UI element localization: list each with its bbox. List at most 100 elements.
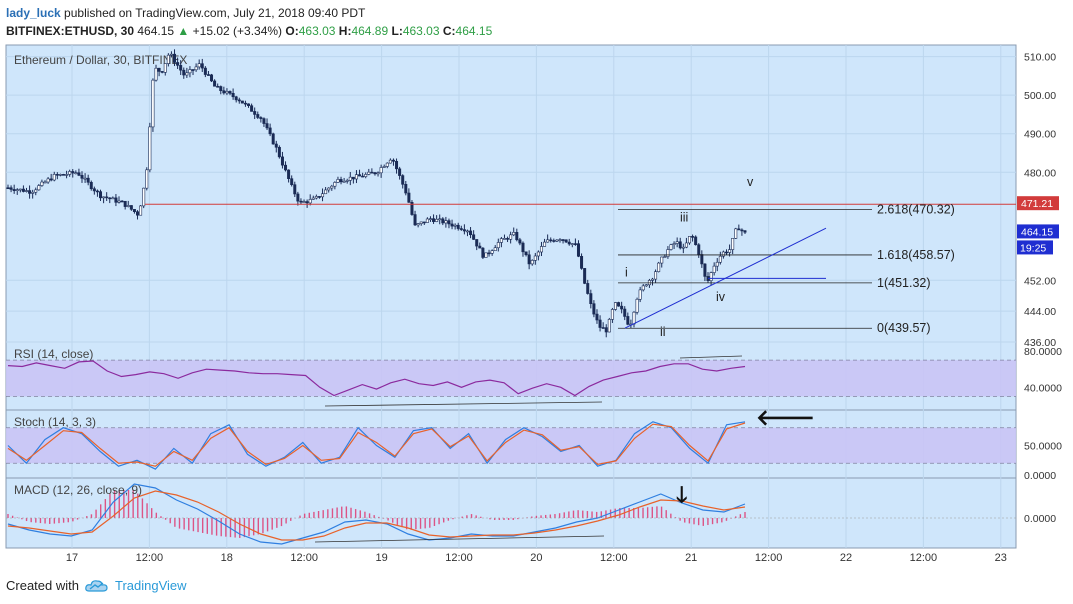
candle-body — [478, 245, 482, 249]
candle-body — [55, 174, 59, 176]
candle-body — [416, 223, 420, 226]
candle-body — [684, 242, 688, 248]
tradingview-brand-link[interactable]: TradingView — [114, 578, 187, 593]
candle-body — [126, 205, 130, 207]
candle-body — [718, 255, 722, 263]
candle-body — [558, 239, 562, 241]
candle-body — [148, 126, 152, 171]
candle-body — [123, 200, 127, 207]
candle-body — [657, 262, 661, 272]
candle-body — [413, 214, 417, 226]
price-pane — [5, 44, 1017, 343]
candle-body — [432, 218, 436, 222]
wave-label-iv: iv — [716, 290, 726, 304]
candle-body — [672, 243, 676, 246]
candle-body — [250, 105, 254, 112]
left-arrow-icon: 🡐 — [756, 405, 815, 430]
chart-area[interactable]: 17 12:00 18 12:00 19 12:00 20 12:00 21 12:00 22 12:… — [0, 40, 1073, 572]
candle-body — [231, 93, 235, 98]
tradingview-cloud-icon — [85, 579, 108, 592]
candle-body — [635, 298, 639, 313]
candle-body — [311, 197, 315, 200]
symbol-label: BITFINEX:ETHUSD, 30 — [6, 24, 135, 38]
candle-body — [737, 228, 741, 231]
candle-body — [336, 179, 340, 183]
fib-level-label: 1.618(458.57) — [877, 248, 955, 262]
candle-body — [268, 127, 272, 135]
candle-body — [370, 171, 374, 174]
candle-body — [321, 193, 325, 198]
candle-body — [567, 241, 571, 245]
candle-body — [459, 228, 463, 230]
candle-body — [46, 178, 50, 183]
candle-body — [598, 319, 602, 328]
candle-body — [21, 188, 25, 192]
candle-body — [731, 238, 735, 250]
candle-body — [564, 239, 568, 243]
candle-body — [95, 190, 99, 193]
candle-body — [197, 63, 201, 68]
candle-body — [493, 247, 497, 252]
candle-body — [552, 240, 556, 242]
candle-body — [80, 175, 84, 179]
candle-body — [401, 175, 405, 185]
author-link[interactable]: lady_luck — [6, 6, 61, 20]
x-tick-label: 12:00 — [755, 552, 783, 564]
candle-body — [404, 183, 408, 194]
candle-body — [391, 159, 395, 162]
y-tick-label: 444.00 — [1024, 306, 1056, 318]
y-tick-label: 452.00 — [1024, 275, 1056, 287]
candle-body — [169, 53, 173, 56]
x-tick-label: 21 — [685, 552, 697, 564]
candle-body — [225, 91, 229, 94]
candle-body — [179, 65, 183, 71]
candle-body — [271, 133, 275, 145]
candle-body — [354, 174, 358, 180]
x-tick-label: 12:00 — [910, 552, 938, 564]
candle-body — [379, 167, 383, 174]
wave-label-ii: ii — [660, 325, 666, 339]
x-tick-label: 12:00 — [136, 552, 164, 564]
candle-body — [521, 242, 525, 253]
candle-body — [681, 246, 685, 249]
candle-body — [228, 91, 232, 94]
candle-body — [83, 177, 87, 180]
candle-body — [450, 223, 454, 227]
candle-body — [734, 228, 738, 239]
candle-body — [290, 178, 294, 185]
candle-body — [539, 246, 543, 253]
price-pane-title: Ethereum / Dollar, 30, BITFINEX — [14, 53, 187, 67]
osc-band — [6, 360, 1016, 397]
rsi-divergence-line-2 — [324, 401, 603, 407]
candle-body — [595, 313, 599, 321]
candle-body — [549, 239, 553, 242]
osc-title: RSI (14, close) — [14, 347, 93, 361]
candle-body — [373, 172, 377, 175]
candle-body — [68, 171, 72, 175]
candle-body — [102, 196, 106, 199]
candle-body — [444, 220, 448, 224]
candle-body — [604, 327, 608, 333]
candle-body — [530, 260, 534, 265]
fib-level-label: 1(451.32) — [877, 276, 931, 290]
candle-body — [712, 265, 716, 273]
x-tick-label: 19 — [375, 552, 387, 564]
candle-body — [456, 224, 460, 229]
last-price-tag — [1017, 224, 1059, 239]
candle-body — [728, 249, 732, 253]
osc-band — [6, 427, 1016, 464]
candle-body — [339, 179, 343, 183]
candle-body — [388, 159, 392, 164]
y-tick-label: 500.00 — [1024, 90, 1056, 102]
y-tick-label: 80.0000 — [1024, 346, 1062, 358]
candle-body — [382, 166, 386, 168]
candle-body — [580, 256, 584, 269]
candle-body — [561, 239, 565, 241]
candle-body — [71, 171, 75, 174]
up-arrow-icon: ▲ — [177, 24, 190, 38]
candle-body — [299, 200, 303, 203]
osc-title: MACD (12, 26, close, 9) — [14, 483, 142, 497]
candle-body — [58, 174, 62, 176]
candle-body — [610, 309, 614, 320]
candle-body — [490, 250, 494, 254]
